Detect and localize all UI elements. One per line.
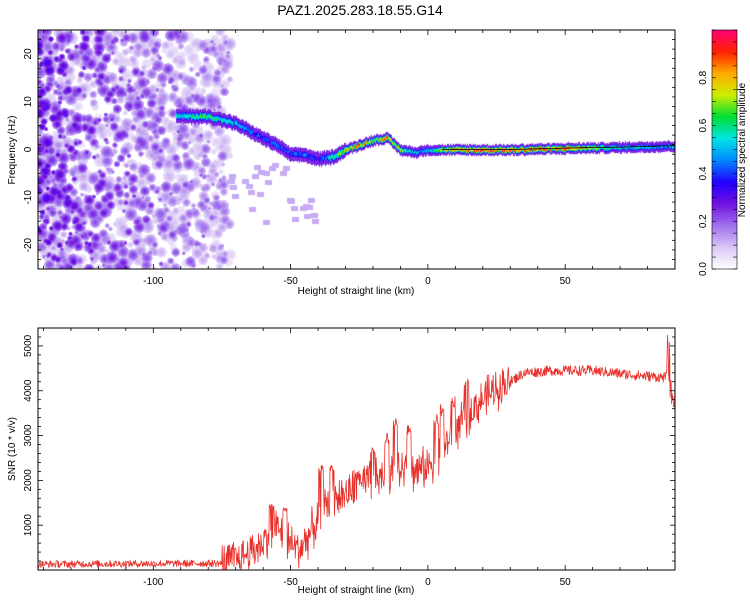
snr-plot-area — [38, 328, 675, 570]
colorbar-ticks: 0.0 0.2 0.4 0.6 0.8 — [698, 29, 737, 276]
snr-x-tick-label: 50 — [560, 577, 572, 588]
snr-y-tick-label: 1000 — [23, 514, 34, 537]
colorbar-tick-label: 0.4 — [698, 166, 709, 180]
colorbar-gradient — [712, 30, 737, 269]
snr-axes: -100 -50 0 50 1000 2000 3000 4000 5000 — [23, 327, 676, 588]
colorbar-tick-label: 0.0 — [698, 262, 709, 276]
spectrogram-x-tick-label: 0 — [425, 276, 431, 287]
spectrogram-y-tick-label: 0 — [23, 146, 34, 152]
spectrogram-frame — [37, 29, 676, 270]
spectrogram-y-tick-label: 20 — [23, 48, 34, 60]
snr-y-tick-label: 2000 — [23, 469, 34, 492]
snr-panel: -100 -50 0 50 1000 2000 3000 4000 5000 Height of… — [7, 327, 676, 596]
colorbar: 0.0 0.2 0.4 0.6 0.8 Normalized spectral ampl… — [698, 29, 748, 276]
snr-x-tick-label: -100 — [143, 577, 163, 588]
spectrogram-heatmap — [38, 30, 675, 269]
snr-x-tick-label: -50 — [283, 577, 298, 588]
spectrogram-y-tick-label: -20 — [23, 237, 34, 252]
colorbar-label: Normalized spectral amplitude — [737, 82, 748, 217]
spectrogram-x-tick-label: -50 — [283, 276, 298, 287]
colorbar-tick-label: 0.2 — [698, 214, 709, 228]
snr-x-axis-label: Height of straight line (km) — [298, 585, 415, 596]
colorbar-tick-label: 0.6 — [698, 118, 709, 132]
snr-y-tick-label: 3000 — [23, 424, 34, 447]
spectrogram-y-tick-label: 10 — [23, 96, 34, 108]
spectrogram-y-axis-label: Frequency (Hz) — [7, 116, 18, 185]
snr-y-axis-label: SNR (10 * v/v) — [7, 417, 18, 481]
snr-y-tick-label: 4000 — [23, 379, 34, 402]
snr-series-line — [37, 334, 676, 570]
ridge-center-line — [441, 145, 675, 150]
snr-frame — [37, 327, 676, 571]
spectrogram-x-axis-label: Height of straight line (km) — [298, 286, 415, 297]
spectrogram-x-tick-label: -100 — [143, 276, 163, 287]
snr-y-tick-label: 5000 — [23, 334, 34, 357]
spectrogram-x-tick-label: 50 — [560, 276, 572, 287]
spectrogram-y-tick-label: -10 — [23, 190, 34, 205]
colorbar-tick-label: 0.8 — [698, 70, 709, 84]
chart-title: PAZ1.2025.283.18.55.G14 — [277, 2, 443, 18]
snr-x-tick-label: 0 — [425, 577, 431, 588]
